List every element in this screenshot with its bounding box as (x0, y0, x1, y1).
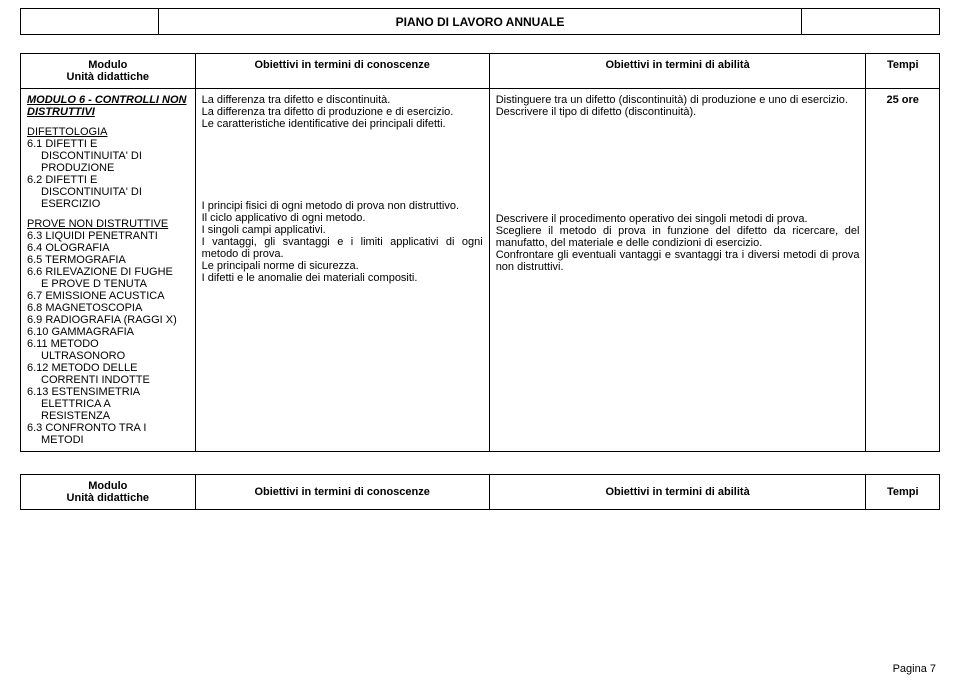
module-item: 6.3 LIQUIDI PENETRANTI (27, 230, 189, 242)
module-header-line2: Unità didattiche (27, 71, 189, 83)
time-cell: 25 ore (866, 89, 940, 452)
knowledge-cell: La differenza tra difetto e discontinuit… (195, 89, 489, 452)
knowledge-para: La differenza tra difetto di produzione … (202, 106, 483, 118)
col-header-skills: Obiettivi in termini di abilità (489, 54, 866, 89)
module-item: 6.2 DIFETTI EDISCONTINUITA' DIESERCIZIO (27, 174, 189, 210)
footer-table: Modulo Unità didattiche Obiettivi in ter… (20, 474, 940, 510)
skills-para: Descrivere il tipo di difetto (discontin… (496, 106, 860, 118)
module-item: 6.10 GAMMAGRAFIA (27, 326, 189, 338)
skills-para: Distinguere tra un difetto (discontinuit… (496, 94, 860, 106)
knowledge-para: Il ciclo applicativo di ogni metodo. (202, 212, 483, 224)
skills-para: Confrontare gli eventuali vantaggi e sva… (496, 249, 860, 273)
col-header-time: Tempi (866, 54, 940, 89)
module-item: 6.8 MAGNETOSCOPIA (27, 302, 189, 314)
page-number: Pagina 7 (893, 663, 936, 675)
header-right-cell (802, 9, 940, 35)
knowledge-para: I singoli campi applicativi. (202, 224, 483, 236)
footer-col-module: Modulo Unità didattiche (21, 475, 196, 510)
module-title: MODULO 6 - CONTROLLI NON DISTRUTTIVI (27, 94, 189, 118)
module-item: 6.5 TERMOGRAFIA (27, 254, 189, 266)
skills-para: Scegliere il metodo di prova in funzione… (496, 225, 860, 249)
module-cell: MODULO 6 - CONTROLLI NON DISTRUTTIVI DIF… (21, 89, 196, 452)
skills-cell: Distinguere tra un difetto (discontinuit… (489, 89, 866, 452)
skills-para: Descrivere il procedimento operativo dei… (496, 213, 860, 225)
section-prove: PROVE NON DISTRUTTIVE (27, 218, 189, 230)
knowledge-para: La differenza tra difetto e discontinuit… (202, 94, 483, 106)
module-item: 6.3 CONFRONTO TRA IMETODI (27, 422, 189, 446)
footer-col-knowledge: Obiettivi in termini di conoscenze (195, 475, 489, 510)
footer-col-time: Tempi (866, 475, 940, 510)
section-difettologia: DIFETTOLOGIA (27, 126, 189, 138)
module-item: 6.1 DIFETTI EDISCONTINUITA' DIPRODUZIONE (27, 138, 189, 174)
main-content-table: Modulo Unità didattiche Obiettivi in ter… (20, 53, 940, 452)
document-header: PIANO DI LAVORO ANNUALE (20, 8, 940, 35)
header-title: PIANO DI LAVORO ANNUALE (158, 9, 801, 35)
col-header-knowledge: Obiettivi in termini di conoscenze (195, 54, 489, 89)
knowledge-para: I principi fisici di ogni metodo di prov… (202, 200, 483, 212)
module-header-line1: Modulo (27, 59, 189, 71)
knowledge-para: Le caratteristiche identificative dei pr… (202, 118, 483, 130)
module-item: 6.11 METODOULTRASONORO (27, 338, 189, 362)
module-item: 6.7 EMISSIONE ACUSTICA (27, 290, 189, 302)
footer-col-skills: Obiettivi in termini di abilità (489, 475, 866, 510)
knowledge-para: I vantaggi, gli svantaggi e i limiti app… (202, 236, 483, 260)
module-item: 6.13 ESTENSIMETRIAELETTRICA ARESISTENZA (27, 386, 189, 422)
module-item: 6.12 METODO DELLECORRENTI INDOTTE (27, 362, 189, 386)
knowledge-para: I difetti e le anomalie dei materiali co… (202, 272, 483, 284)
knowledge-para: Le principali norme di sicurezza. (202, 260, 483, 272)
module-item: 6.4 OLOGRAFIA (27, 242, 189, 254)
header-left-cell (21, 9, 159, 35)
module-item: 6.9 RADIOGRAFIA (RAGGI X) (27, 314, 189, 326)
module-item: 6.6 RILEVAZIONE DI FUGHEE PROVE D TENUTA (27, 266, 189, 290)
col-header-module: Modulo Unità didattiche (21, 54, 196, 89)
footer-module-line2: Unità didattiche (27, 492, 189, 504)
footer-module-line1: Modulo (27, 480, 189, 492)
